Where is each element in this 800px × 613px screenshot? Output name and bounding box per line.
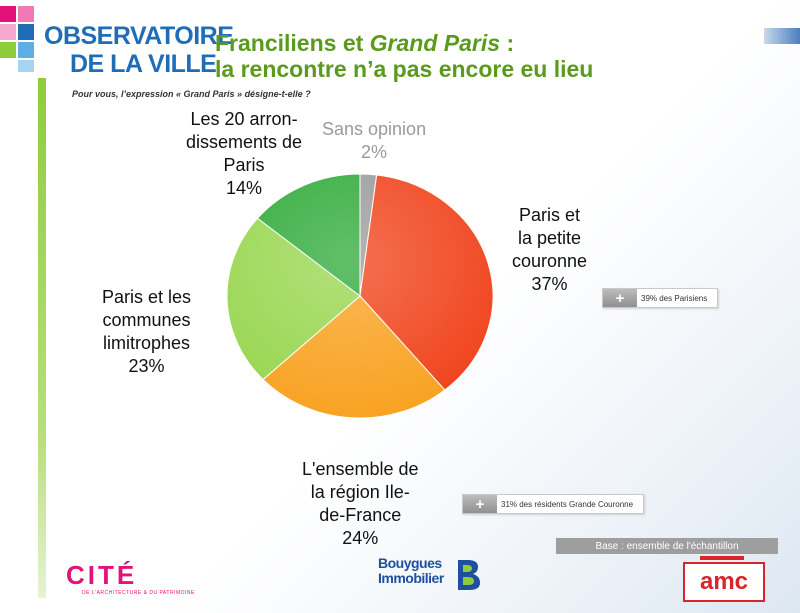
label-er-value: 24%: [342, 528, 379, 548]
survey-question: Pour vous, l’expression « Grand Paris » …: [72, 89, 311, 99]
label-arr-line-2: dissements de: [186, 132, 303, 152]
amc-logo: amc: [683, 562, 765, 602]
logo-line-2: DE LA VILLE: [70, 50, 217, 78]
label-ppc-value: 37%: [531, 274, 568, 294]
callout-grande-couronne-text: 31% des résidents Grande Couronne: [501, 499, 634, 509]
callout-parisiens: + 39% des Parisiens: [602, 288, 719, 308]
label-sans-opinion-text: Sans opinion: [322, 119, 427, 139]
label-cl-line-1: Paris et les: [102, 287, 192, 307]
label-er-line-2: la région Ile-: [310, 482, 410, 502]
logo-line-1: OBSERVATOIRE: [44, 22, 234, 50]
logo-squares: [0, 0, 44, 80]
title-part-2: Grand Paris: [369, 30, 501, 56]
base-note: Base : ensemble de l'échantillon: [556, 538, 778, 554]
bouygues-logo: Bouygues Immobilier: [378, 555, 480, 590]
plus-icon: +: [603, 289, 637, 307]
title-part-1: Franciliens et: [215, 30, 370, 56]
callout-grande-couronne: + 31% des résidents Grande Couronne: [462, 494, 645, 514]
label-er-line-3: de-France: [319, 505, 402, 525]
accent-bar: [38, 78, 46, 598]
label-ppc-line-3: couronne: [512, 251, 588, 271]
bouygues-b-icon: [458, 560, 480, 590]
label-cl-line-3: limitrophes: [103, 333, 191, 353]
label-arrondissements: Les 20 arron- dissements de Paris 14%: [186, 108, 302, 200]
label-cl-line-2: communes: [102, 310, 191, 330]
cite-logo-word: CITÉ: [66, 560, 138, 590]
amc-logo-bar: [700, 556, 744, 560]
bouygues-logo-line-1: Bouygues: [378, 555, 442, 571]
label-sans-opinion: Sans opinion 2%: [322, 118, 426, 164]
label-ppc-line-2: la petite: [518, 228, 582, 248]
label-communes-limitrophes: Paris et les communes limitrophes 23%: [102, 286, 191, 378]
label-arr-line-3: Paris: [223, 155, 265, 175]
label-er-line-1: L'ensemble de: [302, 459, 419, 479]
label-ensemble-region: L'ensemble de la région Ile- de-France 2…: [302, 458, 419, 550]
title-part-3: :: [500, 30, 515, 56]
label-paris-petite-couronne: Paris et la petite couronne 37%: [512, 204, 587, 296]
cite-logo: CITÉ DE L'ARCHITECTURE & DU PATRIMOINE: [66, 560, 196, 598]
callout-parisiens-text: 39% des Parisiens: [641, 293, 708, 303]
page-title-line-2: la rencontre n’a pas encore eu lieu: [215, 56, 594, 82]
cite-logo-subtitle: DE L'ARCHITECTURE & DU PATRIMOINE: [82, 590, 195, 596]
label-cl-value: 23%: [128, 356, 165, 376]
label-arr-line-1: Les 20 arron-: [190, 109, 298, 129]
label-arr-value: 14%: [226, 178, 263, 198]
plus-icon: +: [463, 495, 497, 513]
label-ppc-line-1: Paris et: [519, 205, 581, 225]
page-title-line-1: Franciliens et Grand Paris :: [215, 32, 514, 55]
corner-accent: [764, 28, 800, 44]
bouygues-logo-line-2: Immobilier: [378, 570, 444, 586]
label-sans-opinion-value: 2%: [361, 142, 388, 162]
